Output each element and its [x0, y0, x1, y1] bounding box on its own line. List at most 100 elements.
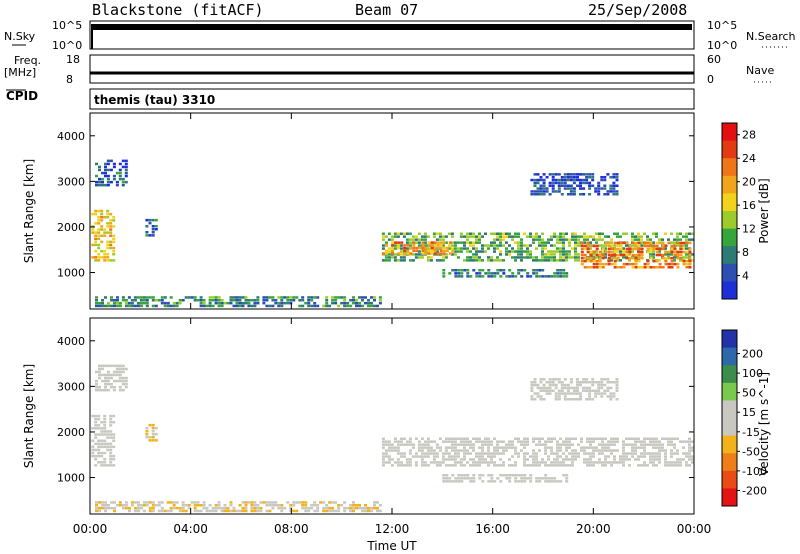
scatter-cell: [421, 249, 425, 253]
scatter-cell: [652, 250, 655, 253]
scatter-cell: [613, 440, 616, 443]
scatter-cell: [577, 238, 580, 241]
scatter-cell: [106, 433, 110, 436]
scatter-cell: [523, 437, 526, 440]
scatter-cell: [107, 506, 110, 510]
scatter-cell: [603, 383, 607, 387]
scatter-cell: [142, 301, 146, 305]
scatter-cell: [658, 452, 661, 455]
scatter-region: [530, 173, 619, 196]
scatter-cell: [597, 190, 601, 193]
scatter-cell: [472, 458, 475, 461]
scatter-cell: [572, 389, 576, 392]
scatter-cell: [542, 383, 546, 387]
scatter-cell: [253, 506, 257, 510]
scatter-cell: [610, 241, 613, 244]
scatter-cell: [586, 458, 589, 461]
scatter-cell: [655, 464, 658, 467]
scatter-cell: [556, 452, 559, 455]
scatter-cell: [322, 304, 326, 308]
scatter-cell: [334, 301, 338, 305]
scatter-cell: [493, 259, 496, 262]
scatter-cell: [655, 259, 659, 263]
scatter-cell: [523, 269, 527, 272]
scatter-cell: [343, 501, 347, 504]
scatter-cell: [579, 173, 582, 176]
scatter-cell: [160, 299, 164, 302]
scatter-cell: [444, 446, 448, 449]
scatter-cell: [598, 437, 601, 440]
scatter-cell: [667, 241, 671, 245]
scatter-cell: [591, 383, 595, 387]
scatter-cell: [538, 443, 541, 446]
scatter-cell: [619, 266, 623, 269]
scatter-cell: [490, 480, 494, 483]
scatter-cell: [103, 259, 107, 262]
scatter-cell: [214, 509, 218, 513]
scatter-cell: [631, 455, 634, 458]
scatter-cell: [652, 244, 656, 248]
scatter-cell: [145, 301, 149, 305]
scatter-cell: [343, 296, 347, 299]
scatter-cell: [417, 253, 421, 256]
scatter-cell: [595, 437, 598, 440]
freq-tick-bottom: 8: [66, 73, 73, 86]
scatter-cell: [448, 241, 452, 244]
scatter-cell: [574, 244, 577, 247]
colorbar-swatch: [722, 140, 737, 159]
scatter-cell: [499, 464, 502, 467]
scatter-cell: [610, 461, 613, 464]
scatter-cell: [601, 250, 604, 253]
nave-tick-top: 60: [707, 53, 721, 66]
scatter-cell: [121, 367, 125, 371]
scatter-cell: [539, 389, 543, 392]
scatter-cell: [91, 228, 95, 231]
scatter-cell: [559, 446, 562, 449]
scatter-cell: [551, 181, 555, 185]
scatter-cell: [406, 244, 410, 247]
scatter-cell: [655, 241, 659, 245]
scatter-cell: [402, 452, 406, 455]
y-tick-label: 1000: [57, 472, 85, 485]
scatter-cell: [646, 244, 650, 248]
scatter-cell: [373, 504, 376, 507]
scatter-cell: [109, 231, 113, 234]
scatter-cell: [445, 249, 449, 253]
scatter-cell: [444, 437, 448, 440]
scatter-cell: [628, 253, 631, 256]
scatter-cell: [646, 250, 650, 254]
scatter-cell: [637, 455, 640, 458]
scatter-cell: [112, 458, 116, 461]
scatter-cell: [580, 437, 583, 440]
scatter-cell: [559, 443, 562, 446]
scatter-cell: [667, 250, 671, 254]
scatter-cell: [598, 461, 601, 464]
scatter-cell: [469, 480, 473, 483]
scatter-cell: [493, 461, 496, 464]
scatter-cell: [523, 474, 527, 477]
scatter-cell: [145, 504, 149, 507]
scatter-cell: [579, 187, 582, 190]
scatter-cell: [550, 446, 553, 449]
scatter-cell: [606, 173, 610, 176]
scatter-cell: [145, 218, 149, 222]
scatter-cell: [301, 304, 305, 308]
scatter-cell: [460, 275, 464, 278]
scatter-cell: [691, 461, 694, 464]
scatter-cell: [435, 259, 439, 262]
scatter-cell: [145, 299, 149, 302]
scatter-cell: [381, 235, 385, 238]
scatter-cell: [505, 275, 509, 278]
scatter-cell: [235, 304, 239, 308]
scatter-cell: [610, 449, 613, 452]
scatter-cell: [101, 506, 104, 510]
scatter-cell: [265, 504, 269, 507]
scatter-cell: [535, 275, 539, 278]
scatter-cell: [103, 430, 107, 433]
scatter-cell: [268, 296, 272, 299]
scatter-cell: [435, 250, 439, 253]
scatter-cell: [670, 244, 674, 248]
scatter-cell: [490, 458, 493, 461]
scatter-cell: [572, 178, 576, 182]
scatter-cell: [393, 449, 397, 452]
